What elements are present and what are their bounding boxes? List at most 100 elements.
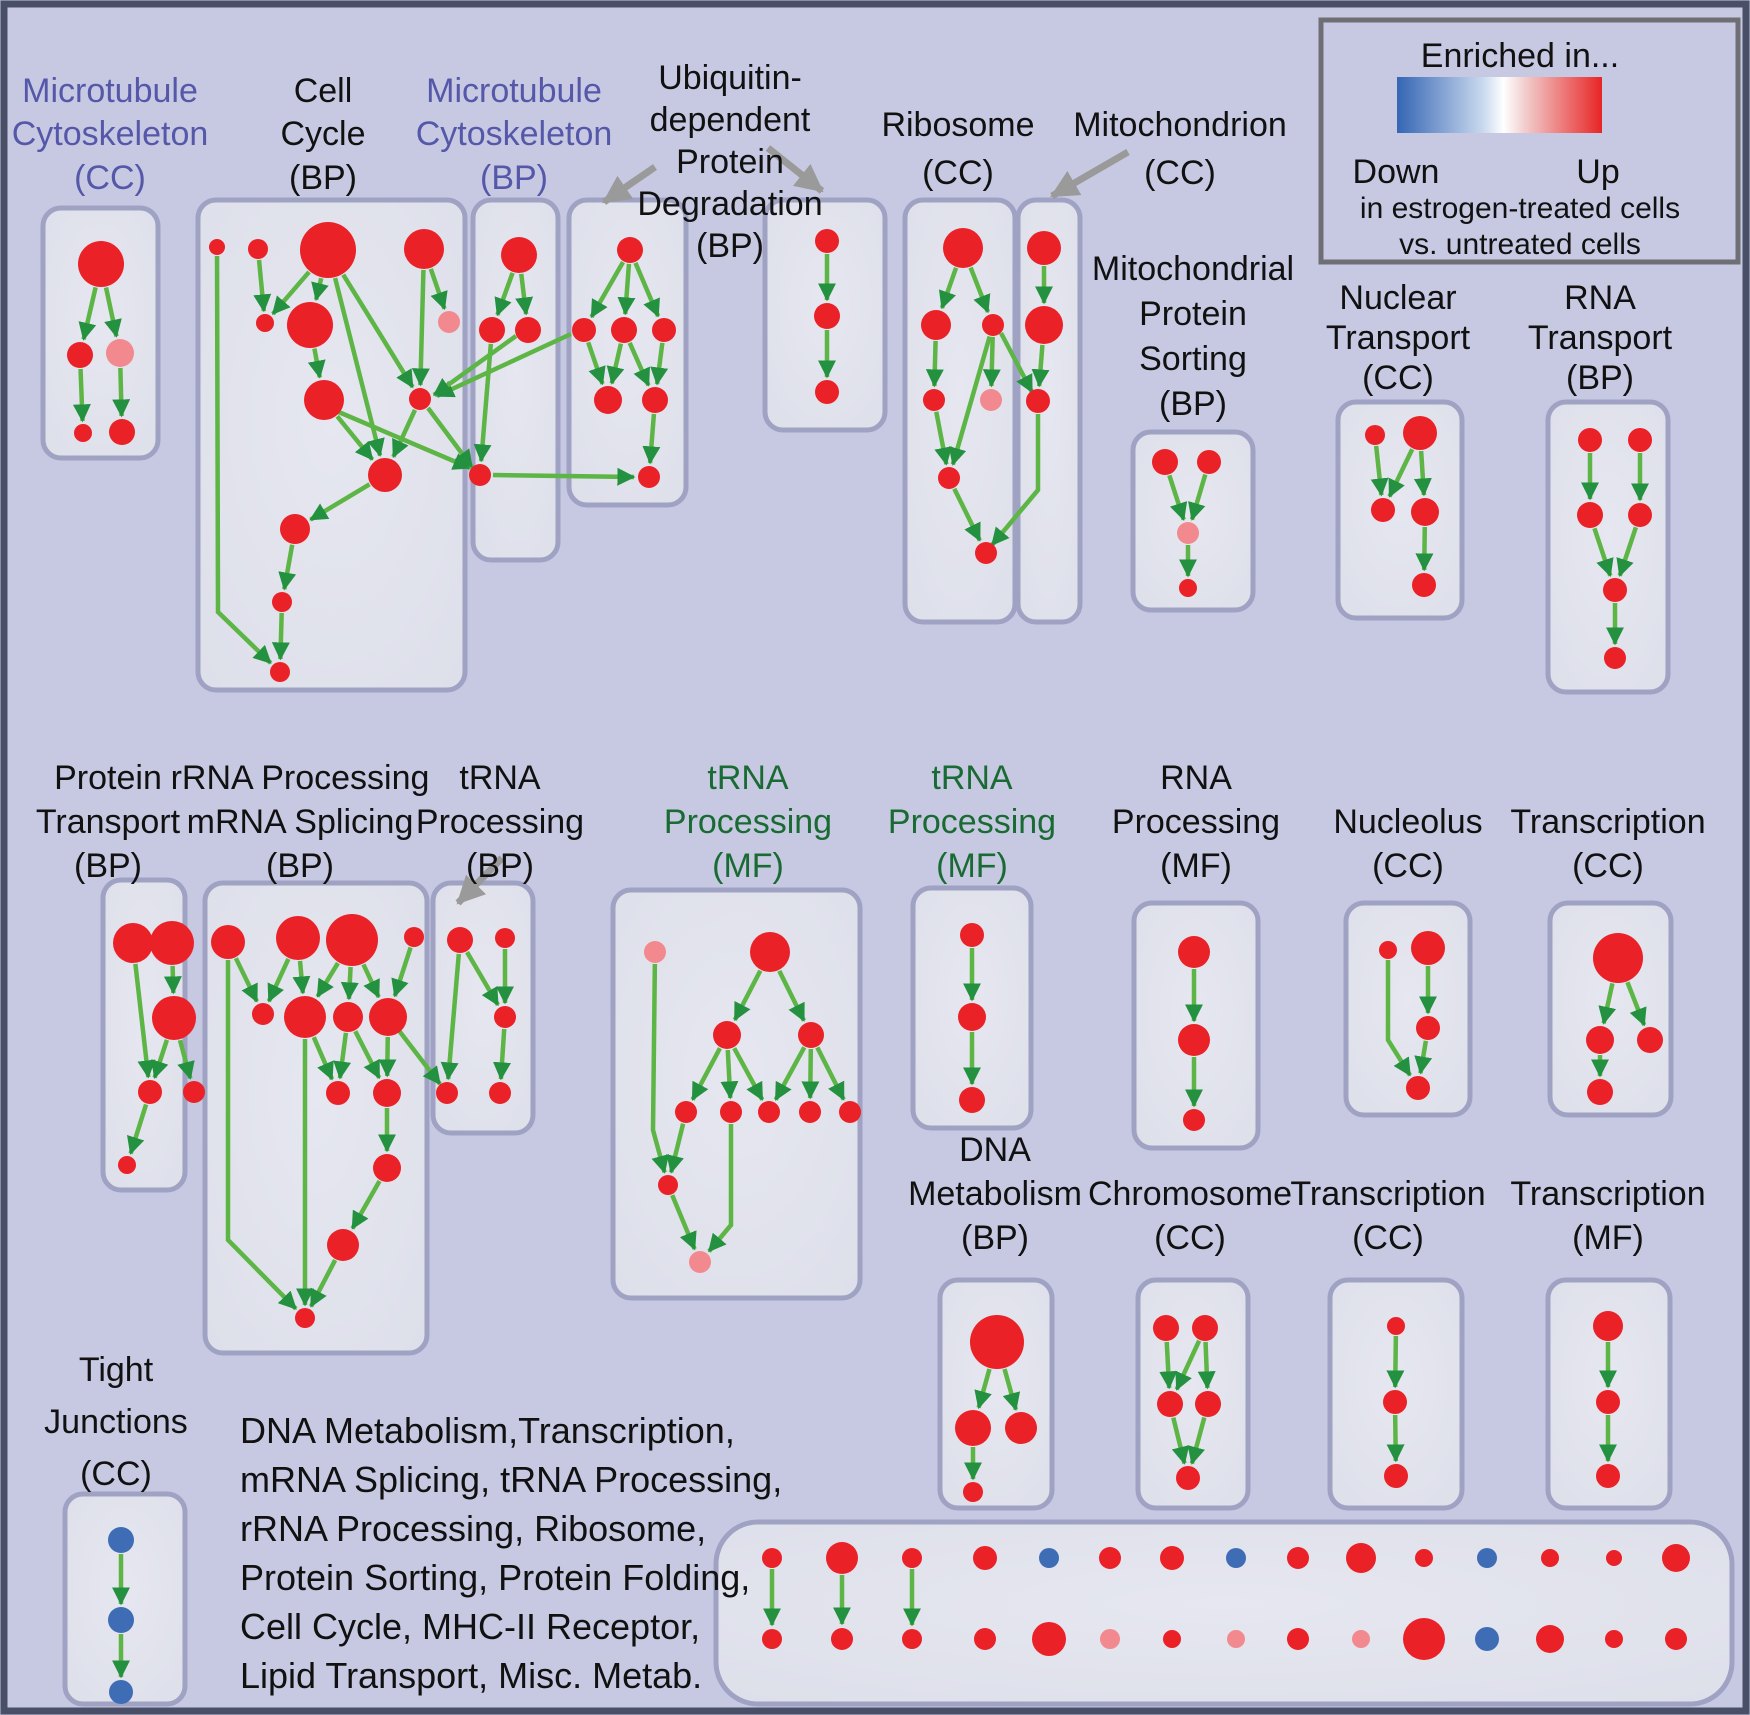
label-pointer-arrow xyxy=(455,855,505,906)
go-term-node xyxy=(762,1548,782,1568)
go-term-node xyxy=(975,542,997,564)
group-label-mito-protein-sorting-bp: Mitochondrial xyxy=(1092,250,1294,288)
go-term-node xyxy=(1411,498,1439,526)
legend-subtitle-2: vs. untreated cells xyxy=(1399,228,1641,261)
group-label-nucleolus-cc: Nucleolus xyxy=(1333,803,1482,841)
summary-text-line: Lipid Transport, Misc. Metab. xyxy=(240,1655,702,1696)
edge-arrow xyxy=(78,286,98,341)
edge-arrow xyxy=(650,342,669,386)
group-label-nuclear-transport-cc: (CC) xyxy=(1362,359,1434,397)
go-term-node xyxy=(1578,428,1602,452)
go-term-node xyxy=(1025,306,1063,344)
summary-text-line: mRNA Splicing, tRNA Processing, xyxy=(240,1459,782,1500)
group-label-nucleolus-cc: (CC) xyxy=(1372,847,1444,885)
group-label-transcription-cc-1: (CC) xyxy=(1572,847,1644,885)
layer-nodes xyxy=(67,222,1690,1704)
go-term-node xyxy=(1157,1391,1183,1417)
edge-arrow xyxy=(307,348,326,379)
group-label-chromosome-cc: (CC) xyxy=(1154,1219,1226,1257)
group-label-cell-cycle-bp: (BP) xyxy=(289,159,357,197)
go-term-node xyxy=(1100,1629,1120,1649)
go-term-node xyxy=(1603,578,1627,602)
edge-arrow xyxy=(1386,1335,1405,1389)
edge-arrow xyxy=(335,414,375,461)
go-term-node xyxy=(1596,1464,1620,1488)
edge-arrow xyxy=(1625,981,1647,1027)
edge-arrow xyxy=(515,273,534,316)
edge-arrow xyxy=(1167,474,1188,521)
go-term-node xyxy=(1160,1546,1184,1570)
edge-arrow xyxy=(1188,473,1208,521)
edge-arrow xyxy=(990,414,1041,547)
edge-arrow xyxy=(333,407,472,471)
go-term-node xyxy=(300,222,356,278)
go-term-node xyxy=(1178,1024,1210,1056)
edge-arrow xyxy=(266,957,291,1003)
go-term-node xyxy=(1192,1315,1218,1341)
go-term-node xyxy=(368,458,402,492)
edge-arrow xyxy=(278,544,297,591)
edge-arrow xyxy=(315,961,340,998)
edge-arrow xyxy=(999,331,1034,394)
edge-arrow xyxy=(163,965,182,995)
edge-arrow xyxy=(732,969,763,1022)
edge-arrow xyxy=(353,1030,382,1080)
go-term-node xyxy=(287,302,333,348)
edge-arrow xyxy=(617,263,636,316)
edge-arrow xyxy=(925,340,944,388)
group-label-microtubule-cc: (CC) xyxy=(74,159,146,197)
go-term-node xyxy=(280,514,310,544)
group-label-ubiquitin-degradation-bp: Ubiquitin- xyxy=(658,59,802,97)
go-term-node xyxy=(270,662,290,682)
summary-text-line: DNA Metabolism,Transcription, xyxy=(240,1410,735,1451)
go-term-node xyxy=(960,923,984,947)
group-label-microtubule-bp: (BP) xyxy=(480,159,548,197)
group-label-rna-processing-mf: RNA xyxy=(1160,759,1232,797)
go-term-node xyxy=(974,1628,996,1650)
go-term-node xyxy=(494,1006,516,1028)
go-term-node xyxy=(938,467,960,489)
edge-arrow xyxy=(948,335,992,466)
edge-arrow xyxy=(982,336,1001,388)
go-term-node xyxy=(326,914,378,966)
go-term-node xyxy=(78,241,124,287)
group-label-tight-junctions-cc: (CC) xyxy=(80,1455,152,1493)
go-term-node xyxy=(304,380,344,420)
go-term-node xyxy=(67,342,93,368)
go-term-node xyxy=(1415,1549,1433,1567)
go-term-node xyxy=(1365,425,1385,445)
edge-arrow xyxy=(670,1194,697,1251)
group-label-ubiquitin-degradation-bp: Protein xyxy=(676,143,784,181)
edge-arrow xyxy=(428,268,448,311)
edge-arrow xyxy=(341,273,415,389)
go-term-node xyxy=(1027,231,1061,265)
go-term-node xyxy=(489,1082,511,1104)
go-term-node xyxy=(1227,1630,1245,1648)
edge-arrow xyxy=(440,953,462,1081)
group-box-nuclear-transport-cc xyxy=(1335,399,1465,621)
go-term-node xyxy=(642,387,668,413)
go-term-node xyxy=(1637,1027,1663,1053)
go-term-node xyxy=(955,1410,991,1446)
go-term-node xyxy=(959,1087,985,1113)
go-term-node xyxy=(689,1251,711,1273)
group-label-microtubule-cc: Microtubule xyxy=(22,72,198,110)
go-term-node xyxy=(501,237,537,273)
group-label-trna-processing-mf-2: (MF) xyxy=(936,847,1008,885)
go-term-node xyxy=(1226,1548,1246,1568)
group-label-ubiquitin-degradation-bp: dependent xyxy=(650,101,811,139)
edge-arrow xyxy=(214,255,273,665)
go-term-node xyxy=(1026,389,1050,413)
go-term-node xyxy=(1406,1076,1430,1100)
go-term-node xyxy=(1379,941,1397,959)
go-term-node xyxy=(982,314,1004,336)
group-label-trna-processing-bp: (BP) xyxy=(466,847,534,885)
go-term-node xyxy=(713,1021,741,1049)
edge-arrow xyxy=(938,267,959,310)
edge-arrow xyxy=(1598,982,1617,1025)
group-label-microtubule-bp: Microtubule xyxy=(426,72,602,110)
edge-arrow xyxy=(1414,1040,1433,1075)
edge-arrow xyxy=(395,1026,442,1086)
